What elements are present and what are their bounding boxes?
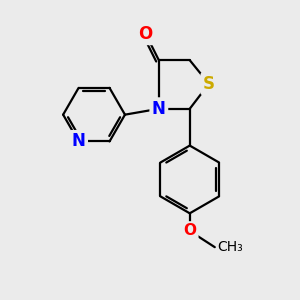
Text: O: O xyxy=(139,25,153,43)
Text: N: N xyxy=(72,132,86,150)
Text: S: S xyxy=(203,75,215,93)
Text: N: N xyxy=(152,100,166,118)
Text: CH₃: CH₃ xyxy=(218,240,244,254)
Text: O: O xyxy=(183,224,196,238)
